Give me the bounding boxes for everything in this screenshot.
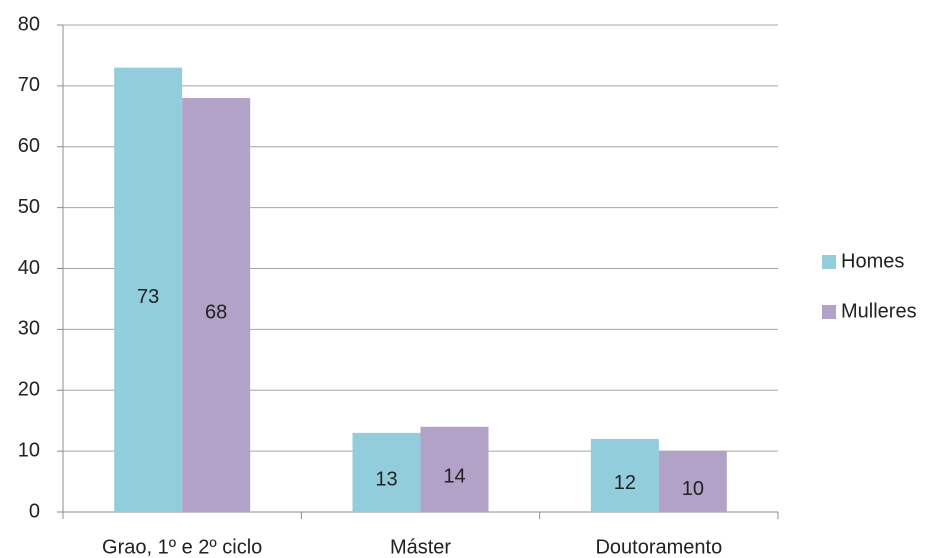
y-tick-label: 80: [18, 13, 40, 35]
data-label: 10: [682, 478, 704, 500]
y-tick-label: 40: [18, 257, 40, 279]
legend-swatch: [822, 305, 836, 319]
y-tick-label: 60: [18, 135, 40, 157]
legend-swatch: [822, 255, 836, 269]
bar: [352, 432, 421, 512]
bar: [114, 67, 183, 513]
bar: [658, 451, 727, 512]
data-label: 68: [205, 301, 227, 323]
y-tick-label: 20: [18, 379, 40, 401]
bar: [420, 426, 489, 512]
y-tick-label: 30: [18, 318, 40, 340]
bar: [590, 438, 659, 512]
x-tick-label: Máster: [390, 536, 451, 558]
legend-label: Homes: [841, 250, 904, 272]
bar: [182, 98, 251, 513]
legend-label: Mulleres: [841, 300, 917, 322]
data-label: 12: [614, 472, 636, 494]
data-label: 13: [375, 469, 397, 491]
x-tick-label: Grao, 1º e 2º ciclo: [102, 536, 262, 558]
y-tick-label: 0: [29, 500, 40, 522]
y-tick-label: 10: [18, 439, 40, 461]
y-tick-label: 50: [18, 196, 40, 218]
y-tick-label: 70: [18, 74, 40, 96]
data-label: 14: [443, 466, 465, 488]
x-tick-label: Doutoramento: [595, 536, 722, 558]
data-label: 73: [137, 286, 159, 308]
